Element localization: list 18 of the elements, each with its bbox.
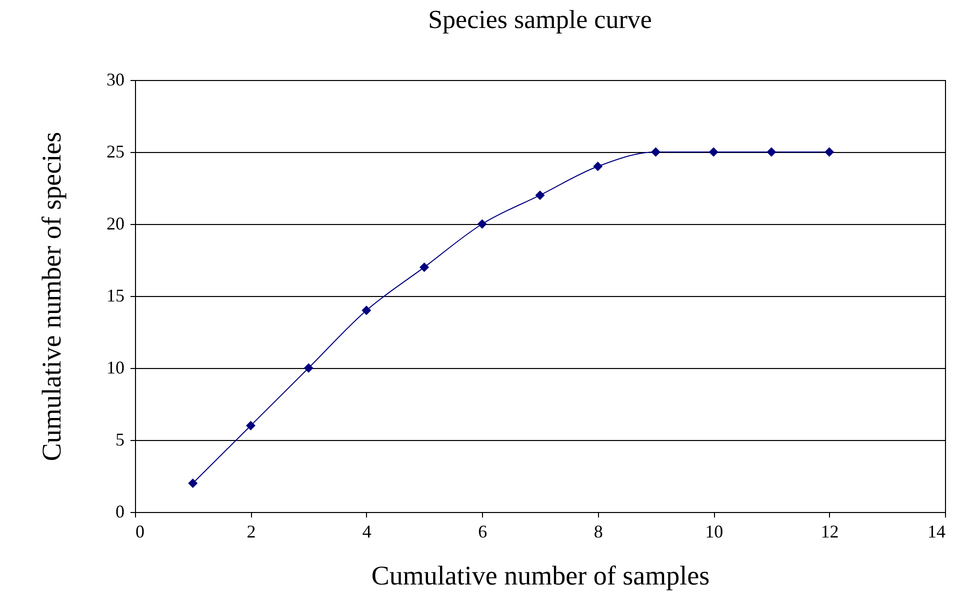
y-tick-label: 25 xyxy=(106,142,124,162)
x-tick-label: 4 xyxy=(362,522,372,542)
x-tick-label: 2 xyxy=(246,522,256,542)
x-tick-label: 14 xyxy=(928,522,946,542)
x-tick-label: 0 xyxy=(136,522,144,542)
y-axis-title: Cumulative number of species xyxy=(36,132,66,462)
y-tick-label: 0 xyxy=(116,502,124,522)
y-tick-label: 15 xyxy=(106,286,124,306)
y-tick-label: 20 xyxy=(106,214,124,234)
y-tick-label: 10 xyxy=(106,358,124,378)
chart-title: Species sample curve xyxy=(428,5,652,34)
y-tick-label: 5 xyxy=(116,430,124,450)
x-tick-label: 12 xyxy=(820,522,839,542)
x-tick-label: 8 xyxy=(594,522,603,542)
x-tick-label: 10 xyxy=(705,522,724,542)
x-tick-label: 6 xyxy=(478,522,488,542)
x-axis-title: Cumulative number of samples xyxy=(371,560,710,590)
y-tick-label: 30 xyxy=(106,70,124,90)
